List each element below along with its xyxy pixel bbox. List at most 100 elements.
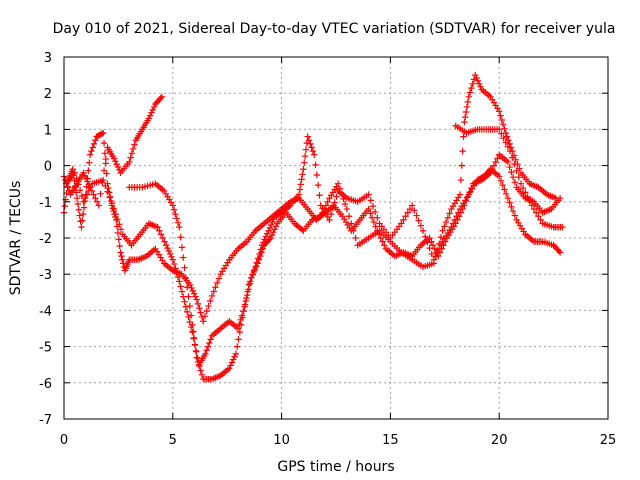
data-point: [270, 215, 277, 223]
data-point: [159, 234, 166, 242]
data-point: [189, 328, 196, 336]
data-point: [228, 359, 236, 366]
data-point: [269, 218, 276, 226]
data-point: [442, 218, 450, 226]
data-point: [240, 307, 247, 315]
data-point: [465, 93, 472, 101]
x-tick-label: 0: [60, 433, 68, 448]
data-point: [173, 269, 180, 276]
data-point: [469, 80, 476, 87]
data-point: [309, 147, 317, 155]
data-point: [190, 290, 198, 297]
data-point: [365, 205, 372, 213]
data-point: [439, 227, 446, 234]
data-point: [430, 260, 438, 267]
data-point: [507, 144, 515, 151]
y-tick-label: -6: [39, 377, 52, 392]
data-point: [204, 343, 212, 350]
data-point: [426, 234, 433, 242]
data-point: [266, 224, 274, 232]
data-point: [508, 168, 515, 176]
data-point: [61, 202, 69, 210]
data-point: [128, 150, 136, 157]
data-point: [257, 252, 264, 260]
data-point: [87, 184, 94, 191]
data-point: [245, 286, 252, 293]
data-point: [552, 194, 559, 202]
data-point: [115, 236, 123, 243]
data-point: [371, 208, 379, 216]
data-point: [102, 155, 109, 163]
data-point: [207, 297, 214, 305]
data-point: [189, 287, 197, 295]
data-point: [154, 223, 161, 231]
data-point: [509, 173, 517, 181]
data-point: [350, 227, 357, 234]
data-point: [411, 207, 418, 214]
data-point: [178, 244, 186, 251]
data-point: [460, 133, 467, 140]
data-point: [73, 175, 80, 182]
series-track-a: [60, 129, 564, 325]
data-point: [321, 205, 328, 213]
data-point: [244, 291, 251, 299]
data-point: [80, 204, 88, 211]
data-point: [116, 166, 123, 174]
data-point: [511, 179, 519, 186]
data-point: [85, 167, 92, 174]
data-point: [145, 115, 153, 122]
data-point: [182, 274, 190, 282]
data-point: [108, 200, 116, 207]
data-point: [64, 184, 72, 191]
data-point: [119, 260, 127, 267]
data-point: [453, 213, 460, 220]
data-point: [314, 181, 322, 189]
data-point: [477, 83, 484, 90]
data-point: [266, 236, 273, 243]
data-point: [80, 198, 87, 205]
data-point: [317, 213, 324, 220]
x-tick-label: 25: [600, 433, 617, 448]
data-point: [272, 223, 280, 230]
data-point: [338, 190, 345, 198]
data-point: [268, 231, 276, 239]
data-point: [172, 265, 179, 272]
data-point: [71, 169, 79, 177]
data-point: [499, 121, 507, 128]
data-point: [298, 176, 305, 183]
data-point: [413, 212, 420, 219]
data-point: [246, 280, 254, 287]
data-point: [304, 133, 311, 140]
data-point: [85, 187, 93, 195]
data-point: [297, 181, 304, 188]
data-point: [446, 210, 453, 217]
data-point: [157, 95, 164, 102]
data-point: [198, 313, 206, 321]
data-point: [253, 263, 260, 270]
data-point: [187, 323, 195, 331]
data-point: [114, 229, 122, 237]
data-point: [379, 238, 386, 245]
data-point: [90, 191, 97, 198]
data-point: [165, 247, 173, 255]
data-point: [203, 347, 210, 354]
data-point: [448, 223, 455, 231]
data-point: [172, 210, 179, 218]
data-point: [499, 181, 506, 189]
data-point: [463, 103, 471, 111]
data-point: [370, 218, 378, 226]
data-point: [508, 203, 515, 211]
data-point: [126, 158, 133, 166]
data-point: [116, 242, 123, 250]
data-point: [441, 223, 448, 230]
data-point: [117, 249, 124, 256]
data-point: [251, 265, 259, 273]
data-point: [271, 226, 278, 233]
y-tick-label: -5: [39, 341, 52, 356]
data-point: [352, 234, 359, 242]
data-point: [377, 234, 385, 242]
data-point: [301, 152, 309, 160]
data-point: [226, 365, 233, 372]
data-point: [419, 227, 427, 234]
data-point: [312, 161, 319, 169]
